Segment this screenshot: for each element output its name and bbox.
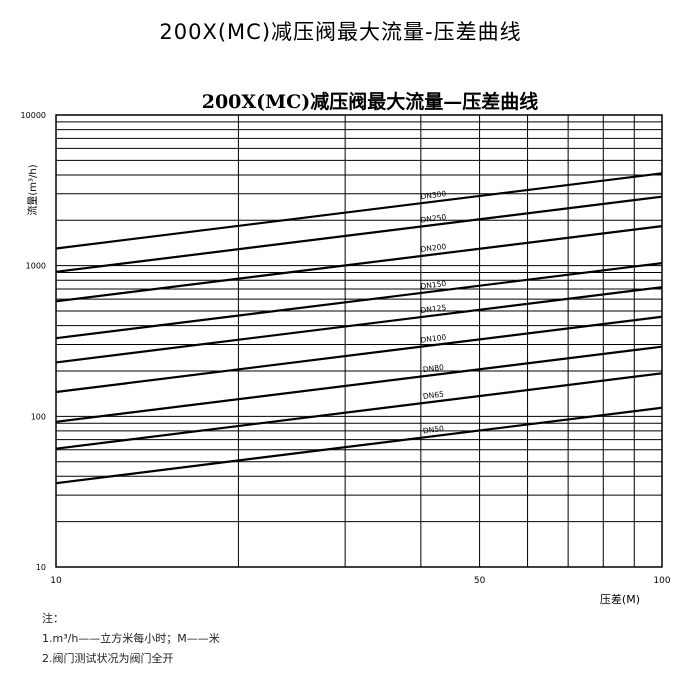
- y-tick-label: 1000: [26, 262, 46, 271]
- notes-heading: 注：: [42, 612, 64, 625]
- series-label-dn250: DN250: [420, 212, 447, 224]
- series-label-dn125: DN125: [420, 303, 447, 315]
- series-line-dn50: [55, 406, 663, 485]
- series-line-dn300: [55, 172, 663, 250]
- plot-frame: [55, 114, 663, 568]
- x-axis-label: 压差(M): [600, 592, 640, 606]
- notes: 注： 1.m³/h——立方米每小时；M——米 2.阀门测试状况为阀门全开: [42, 609, 220, 669]
- series-line-dn100: [55, 315, 663, 394]
- series-line-dn125: [55, 286, 663, 364]
- y-axis-label: 流量(m³/h): [26, 164, 39, 215]
- note-item-1: 1.m³/h——立方米每小时；M——米: [42, 632, 220, 645]
- series-line-dn250: [55, 195, 663, 273]
- series-group: DN300 DN250 DN200 DN150 DN125 DN100 DN80 DN65 DN…: [55, 172, 663, 485]
- series-label-dn100: DN100: [420, 333, 447, 345]
- series-line-dn150: [55, 262, 663, 340]
- page-title: 200X(MC)减压阀最大流量-压差曲线: [159, 20, 522, 44]
- series-label-dn200: DN200: [420, 242, 447, 254]
- x-tick-label: 100: [653, 576, 670, 586]
- series-label-dn80: DN80: [422, 363, 444, 375]
- x-tick-label: 50: [474, 576, 486, 586]
- series-label-dn150: DN150: [420, 279, 447, 291]
- series-line-dn80: [55, 345, 663, 423]
- x-tick-label: 10: [50, 576, 62, 586]
- y-tick-label: 10000: [21, 111, 46, 120]
- series-label-dn50: DN50: [422, 424, 444, 436]
- axes: [55, 114, 663, 568]
- note-item-2: 2.阀门测试状况为阀门全开: [42, 652, 174, 665]
- grid: [55, 114, 663, 568]
- series-label-dn65: DN65: [422, 389, 444, 401]
- y-tick-label: 10: [36, 563, 46, 572]
- series-line-dn200: [55, 225, 663, 303]
- series-line-dn65: [55, 372, 663, 450]
- series-label-dn300: DN300: [420, 189, 447, 201]
- y-tick-label: 100: [31, 412, 46, 421]
- tick-labels: 10 50 100 10 100 1000 10000: [21, 111, 671, 586]
- chart-title: 200X(MC)减压阀最大流量—压差曲线: [202, 90, 539, 113]
